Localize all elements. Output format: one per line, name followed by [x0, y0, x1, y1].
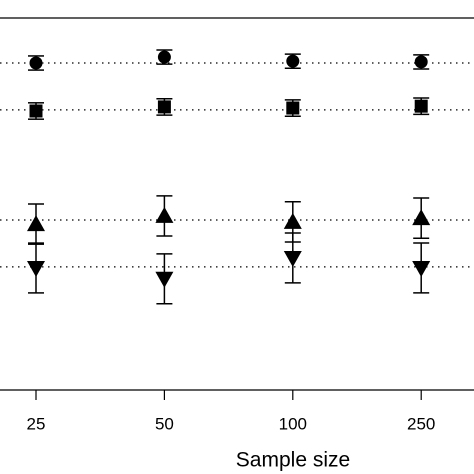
point [283, 250, 302, 267]
x-tick-label: 25 [27, 414, 46, 433]
x-tick-label: 100 [279, 414, 307, 433]
point [414, 55, 428, 69]
point [155, 271, 174, 288]
x-axis-title: Sample size [236, 449, 350, 472]
point [286, 54, 300, 68]
point [283, 212, 302, 229]
point [29, 104, 43, 118]
point [27, 260, 45, 277]
point [27, 215, 45, 232]
x-tick-label: 250 [407, 414, 435, 433]
x-tick-label: 50 [155, 414, 174, 433]
point [286, 101, 300, 115]
point [412, 209, 431, 226]
point [157, 50, 171, 64]
point [29, 56, 43, 70]
point [157, 100, 171, 114]
point [155, 206, 174, 223]
point [412, 260, 431, 277]
point [414, 99, 428, 113]
